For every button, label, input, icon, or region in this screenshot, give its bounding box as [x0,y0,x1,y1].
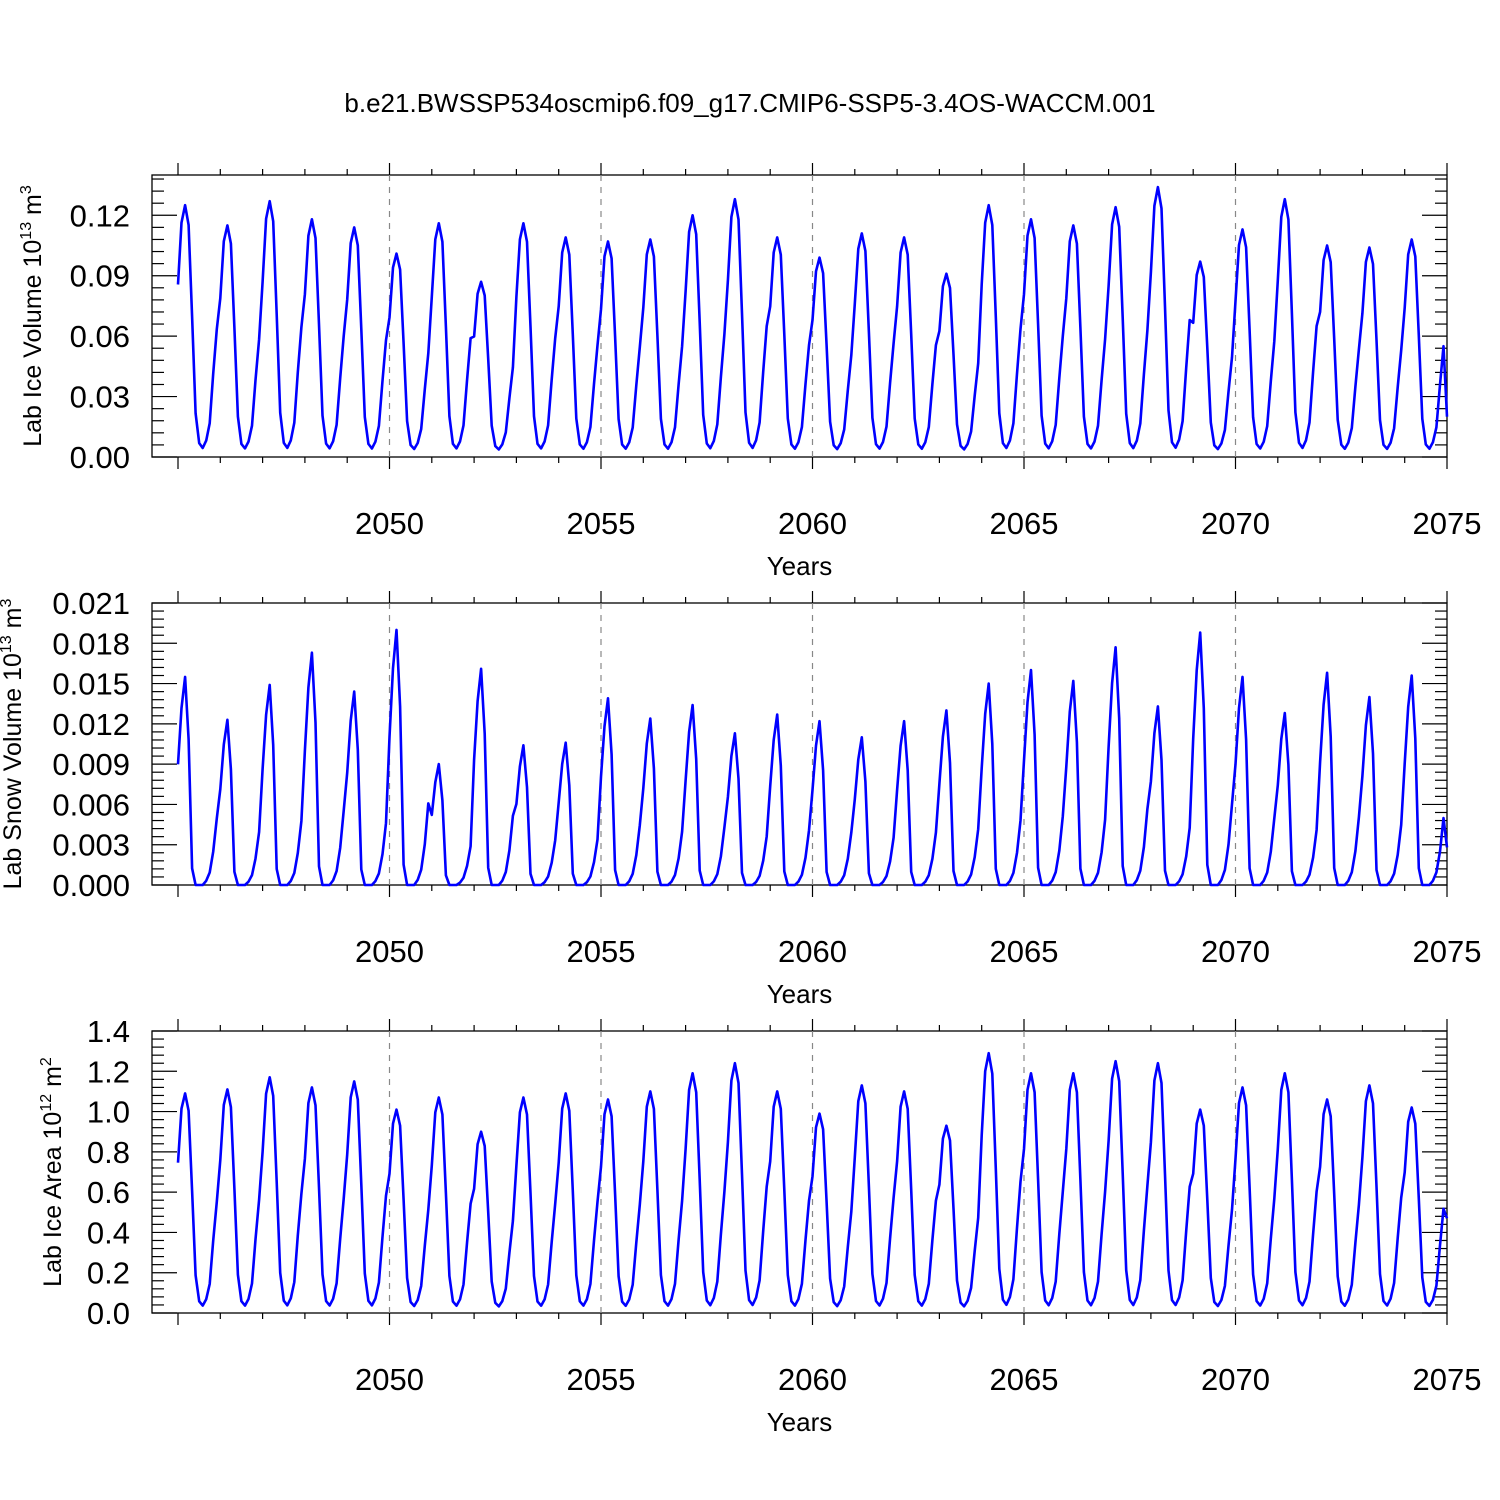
x-tick-label-2070: 2070 [1201,934,1270,969]
x-tick-label-2050: 2050 [355,506,424,541]
plot-frame [151,1030,1448,1314]
y-tick-label: 1.4 [87,1014,130,1049]
y-tick-label: 0.006 [52,787,130,822]
y-tick-label: 1.2 [87,1054,130,1089]
x-tick-label-2075: 2075 [1413,934,1482,969]
x-tick-label-2075: 2075 [1413,1362,1482,1397]
y-tick-label: 0.009 [52,747,130,782]
x-tick-label-2065: 2065 [990,506,1059,541]
y-tick-label: 0.8 [87,1135,130,1170]
y-axis-label: Lab Ice Volume 1013 m3 [18,185,47,447]
x-tick-label-2065: 2065 [990,1362,1059,1397]
x-tick-label-2050: 2050 [355,934,424,969]
x-axis-label: Years [767,979,833,1009]
y-tick-label: 0.018 [52,626,130,661]
y-tick-label: 0.000 [52,868,130,903]
series-line-lab-snow-volume [176,628,1449,887]
x-tick-label-2075: 2075 [1413,506,1482,541]
y-tick-label: 0.03 [70,380,130,415]
y-axis-label: Lab Snow Volume 1013 m3 [0,599,27,890]
y-tick-label: 0.00 [70,440,130,475]
x-tick-label-2055: 2055 [567,506,636,541]
chart-panel-2: 2050 2055 2060 2065 2070 2075 Years 0.000 0.003 0… [0,586,1481,1009]
y-tick-label: 0.4 [87,1215,130,1250]
y-tick-label: 0.021 [52,586,130,621]
chart-panel-3: 2050 2055 2060 2065 2070 2075 Years 0.0 0.2 0.4 0.… [38,1014,1481,1437]
x-tick-label-2065: 2065 [990,934,1059,969]
y-tick-label: 0.0 [87,1296,130,1331]
x-axis-label: Years [767,1407,833,1437]
y-tick-label: 0.015 [52,667,130,702]
chart-panels: 2050 2055 2060 2065 2070 2075 Years 0.00 0.03 0.0… [0,163,1481,1437]
plot-frame [151,174,1448,458]
y-tick-label: 1.0 [87,1095,130,1130]
y-tick-label: 0.2 [87,1256,130,1291]
x-tick-label-2055: 2055 [567,1362,636,1397]
x-axis-label: Years [767,551,833,581]
x-tick-label-2050: 2050 [355,1362,424,1397]
x-tick-label-2070: 2070 [1201,506,1270,541]
y-tick-label: 0.6 [87,1175,130,1210]
y-tick-label: 0.012 [52,707,130,742]
x-tick-label-2060: 2060 [778,1362,847,1397]
x-tick-label-2060: 2060 [778,506,847,541]
x-tick-label-2070: 2070 [1201,1362,1270,1397]
chart-panel-1: 2050 2055 2060 2065 2070 2075 Years 0.00 0.03 0.0… [18,163,1481,581]
series-line-lab-ice-volume [176,185,1449,451]
y-tick-label: 0.06 [70,319,130,354]
y-axis-label: Lab Ice Area 1012 m2 [38,1057,67,1287]
series-line-lab-ice-area [176,1051,1449,1308]
figure-title: b.e21.BWSSP534oscmip6.f09_g17.CMIP6-SSP5… [344,88,1155,118]
x-tick-label-2060: 2060 [778,934,847,969]
plot-frame [151,602,1448,886]
y-tick-label: 0.09 [70,259,130,294]
y-tick-label: 0.12 [70,198,130,233]
y-tick-label: 0.003 [52,828,130,863]
x-tick-label-2055: 2055 [567,934,636,969]
